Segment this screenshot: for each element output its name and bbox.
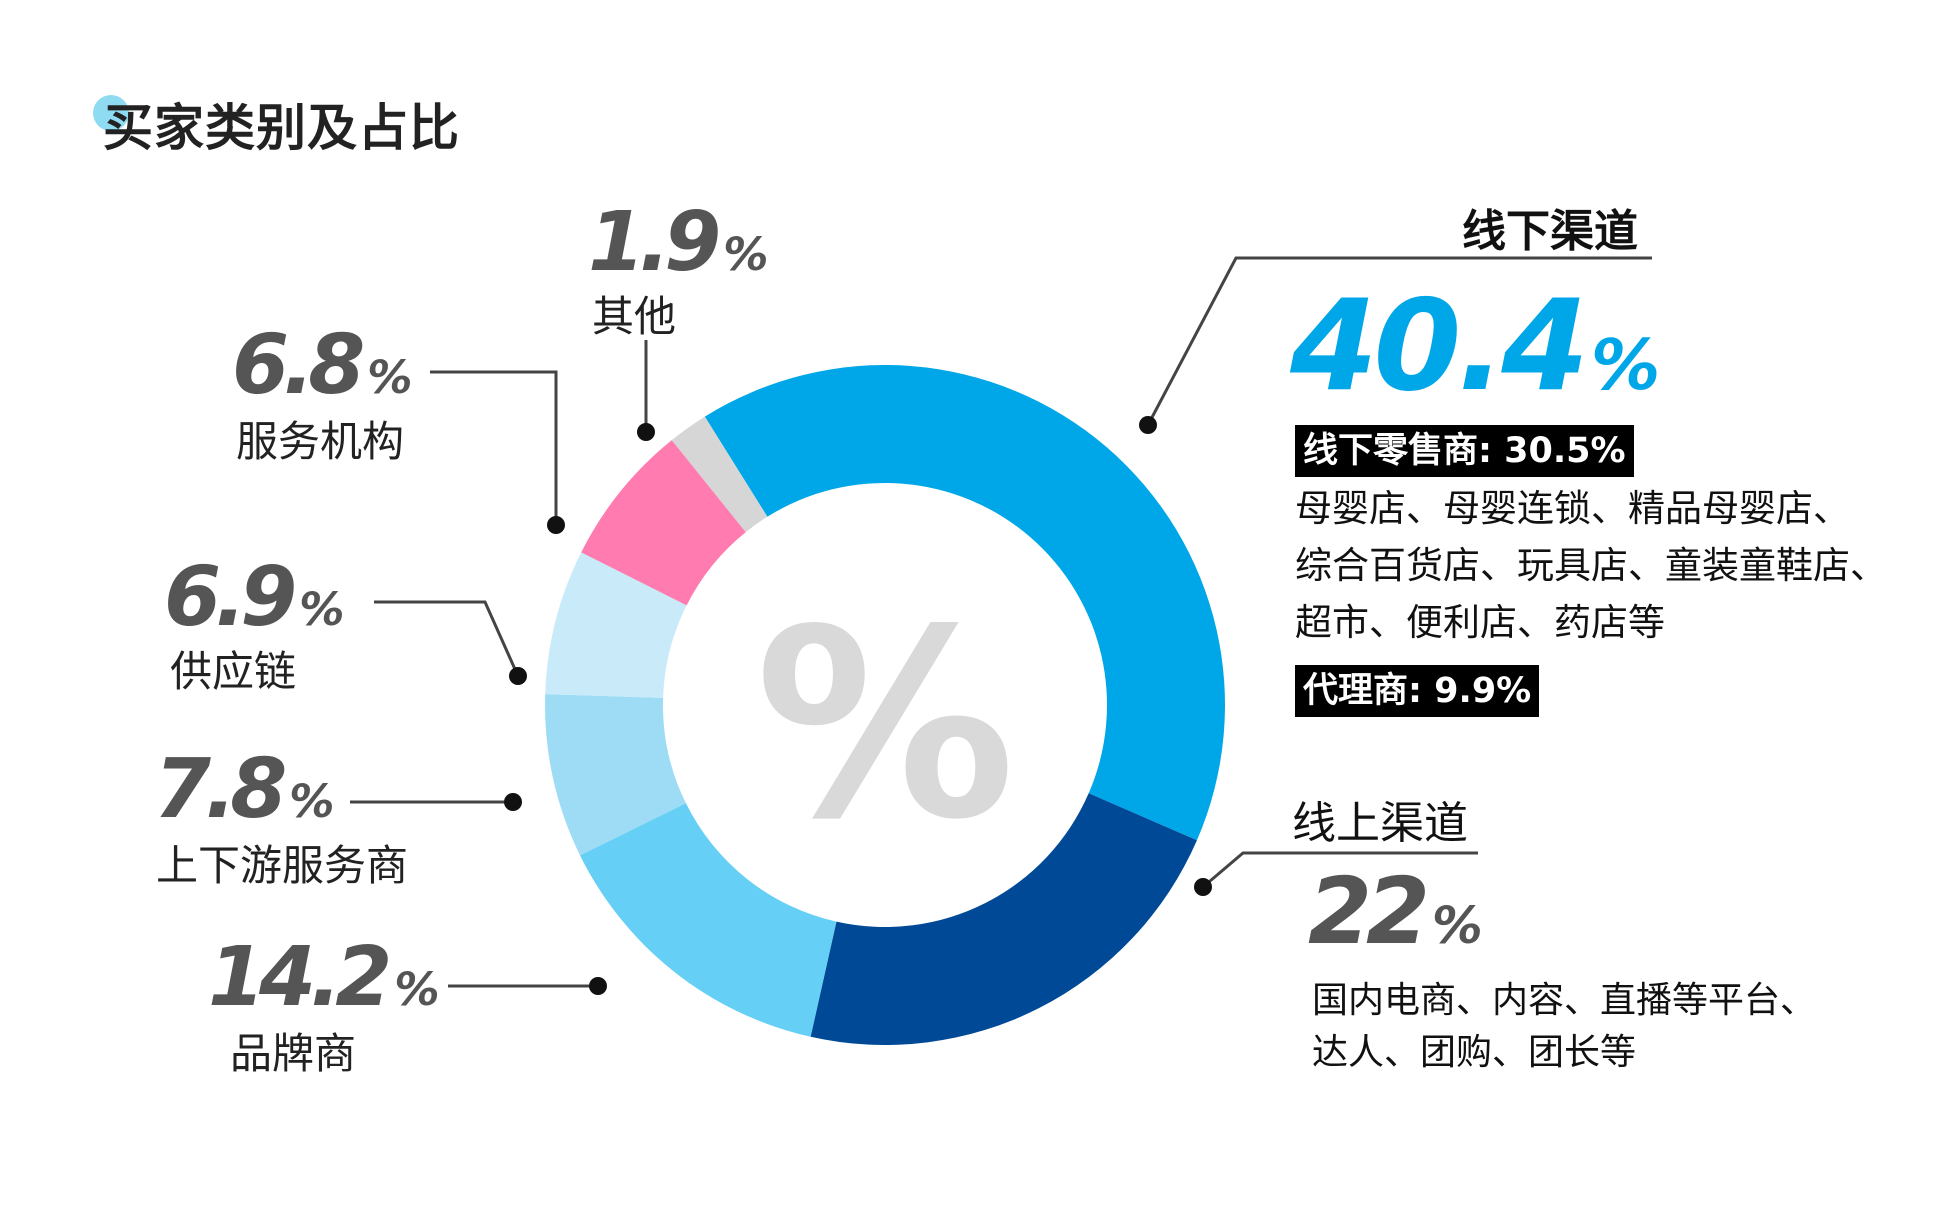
leader-dot-supply: [509, 667, 527, 685]
supply-pct: 6.9%: [164, 550, 345, 645]
leader-dot-online: [1194, 878, 1212, 896]
donut-slice-service: [581, 440, 746, 606]
donut-slice-supply: [545, 552, 687, 698]
other-label: 其他: [592, 292, 677, 341]
offline-retailer-desc-line: 母婴店、母婴连锁、精品母婴店、: [1295, 487, 1850, 530]
upstream-pct: 7.8%: [154, 742, 335, 837]
leader-line-offline: [1146, 256, 1652, 426]
leader-dot-brand: [589, 977, 607, 995]
service-pct: 6.8%: [232, 318, 413, 413]
online-channel-pct: 22%: [1308, 858, 1483, 965]
donut-slice-upstream: [545, 694, 686, 856]
upstream-label: 上下游服务商: [156, 841, 409, 890]
brand-label: 品牌商: [230, 1029, 357, 1078]
online-channel-desc: 国内电商、内容、直播等平台、 达人、团购、团长等: [1312, 975, 1816, 1079]
offline-agent-tag: 代理商: 9.9%: [1295, 665, 1540, 717]
online-channel-desc-line: 达人、团购、团长等: [1312, 1032, 1637, 1073]
leader-dot-service: [547, 516, 565, 534]
offline-retailer-tag: 线下零售商: 30.5%: [1295, 425, 1634, 477]
service-label: 服务机构: [236, 417, 405, 466]
offline-channel-pct: 40.4%: [1290, 272, 1661, 419]
center-percent-glyph: %: [755, 575, 1016, 877]
brand-pct: 14.2%: [208, 930, 440, 1025]
leader-dot-upstream: [504, 793, 522, 811]
online-channel-desc-line: 国内电商、内容、直播等平台、: [1312, 980, 1817, 1021]
offline-channel-label: 线下渠道: [1462, 206, 1638, 257]
offline-retailer-desc: 母婴店、母婴连锁、精品母婴店、 综合百货店、玩具店、童装童鞋店、 超市、便利店、…: [1295, 480, 1887, 651]
chart-title: 买家类别及占比: [103, 99, 460, 157]
other-pct: 1.9%: [588, 195, 769, 290]
offline-retailer-desc-line: 超市、便利店、药店等: [1295, 601, 1665, 644]
online-channel-label: 线上渠道: [1292, 798, 1468, 849]
donut-slice-brand: [580, 803, 837, 1037]
title-dot-decoration: [93, 95, 129, 131]
leader-line-service: [430, 370, 558, 525]
leader-line-supply: [374, 600, 520, 677]
leader-dot-other: [637, 423, 655, 441]
supply-label: 供应链: [170, 647, 297, 696]
leader-dot-offline: [1139, 416, 1157, 434]
donut-slice-other: [671, 416, 768, 533]
donut-slice-online: [810, 793, 1197, 1045]
offline-retailer-desc-line: 综合百货店、玩具店、童装童鞋店、: [1295, 544, 1887, 587]
donut-slice-offline: [704, 364, 1225, 841]
leader-line-online: [1202, 851, 1478, 889]
